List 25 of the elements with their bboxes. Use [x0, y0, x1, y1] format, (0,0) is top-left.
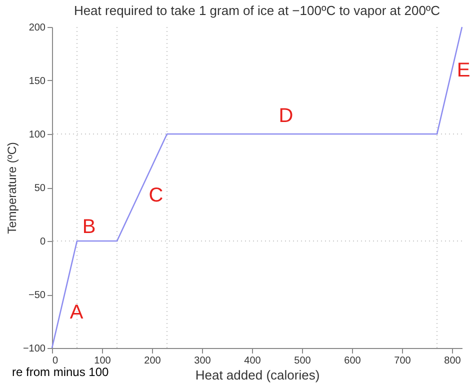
text: re from minus 100 [12, 365, 110, 379]
annotation: A [70, 302, 84, 324]
y-tick-label: 50 [34, 183, 46, 194]
x-tick-label: 100 [94, 356, 112, 366]
x-tick-label: 800 [444, 356, 462, 366]
x-tick-label: 300 [194, 356, 212, 366]
y-tick-label: 150 [28, 76, 46, 87]
x-tick-label: 0 [52, 356, 58, 366]
x-tick-label: 200 [144, 356, 162, 366]
y-tick-label: −50 [28, 290, 46, 301]
y-tick-label: 100 [28, 130, 46, 140]
y-axis-title: Temperature (ºC) [4, 142, 19, 234]
x-tick-label: 400 [244, 356, 262, 366]
x-tick-label: 600 [344, 356, 362, 366]
y-tick-label: −100 [22, 344, 46, 354]
annotation: D [278, 105, 294, 127]
x-tick-label: 700 [394, 356, 412, 366]
annotation: E [456, 60, 470, 82]
chart-title: Heat required to take 1 gram of ice at −100ºC to vapor at 200ºC [74, 3, 440, 18]
annotation: B [82, 216, 96, 238]
x-tick-label: 500 [294, 356, 312, 366]
y-tick-label: 0 [40, 236, 46, 248]
annotation: C [148, 184, 164, 206]
x-axis-title: Heat added (calories) [195, 368, 320, 382]
y-tick-label: 200 [28, 22, 46, 34]
